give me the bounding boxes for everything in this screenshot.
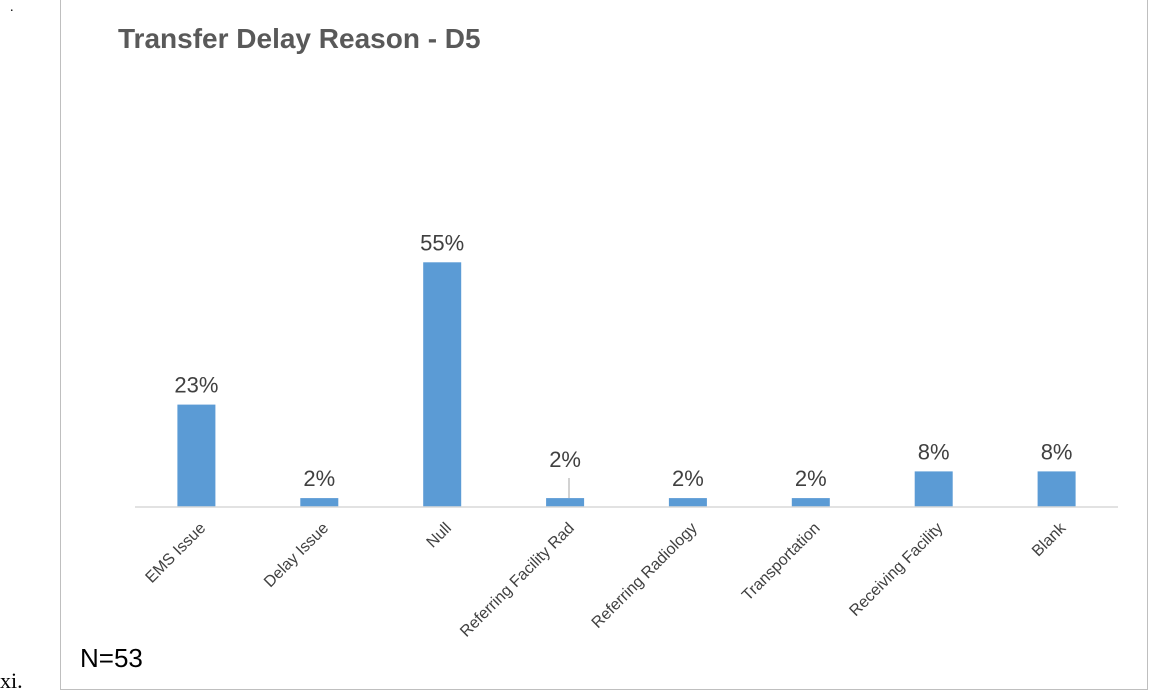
bar-referring-facility-rad (546, 498, 585, 507)
data-label: 23% (174, 373, 218, 398)
data-labels-group: 23% 2% 55% 2% 2% 2% 8% 8% (174, 230, 1072, 491)
data-label: 2% (303, 466, 335, 491)
category-labels-group: EMS Issue Delay Issue Null Referring Facili… (143, 519, 1071, 640)
bar-receiving-facility (914, 471, 953, 507)
category-label: Receiving Facility (846, 520, 946, 620)
bars-group (177, 262, 1076, 508)
bar-blank (1037, 471, 1076, 507)
category-label: Delay Issue (261, 520, 332, 591)
data-label: 2% (795, 466, 827, 491)
category-label: Referring Facility Rad (457, 520, 578, 641)
data-label: 2% (672, 466, 704, 491)
bar-ems-issue (177, 404, 216, 507)
category-label: Blank (1029, 519, 1070, 560)
category-label: Referring Radiology (589, 520, 701, 632)
bar-transportation (791, 498, 830, 507)
category-label: Null (424, 520, 456, 552)
category-label: Transportation (739, 520, 824, 605)
category-label: EMS Issue (143, 520, 210, 587)
chart-title: Transfer Delay Reason - D5 (118, 23, 481, 54)
data-label: 2% (549, 447, 581, 472)
data-label: 8% (918, 439, 950, 464)
bar-referring-radiology (668, 498, 707, 507)
data-label: 8% (1041, 439, 1073, 464)
sample-size-annotation: N=53 (80, 643, 143, 673)
bar-delay-issue (300, 498, 339, 507)
data-label: 55% (420, 230, 464, 255)
bar-null (423, 262, 462, 508)
chart-frame (60, 0, 1148, 690)
list-tick-mark: . (10, 0, 14, 15)
list-marker: xi. (0, 668, 23, 693)
